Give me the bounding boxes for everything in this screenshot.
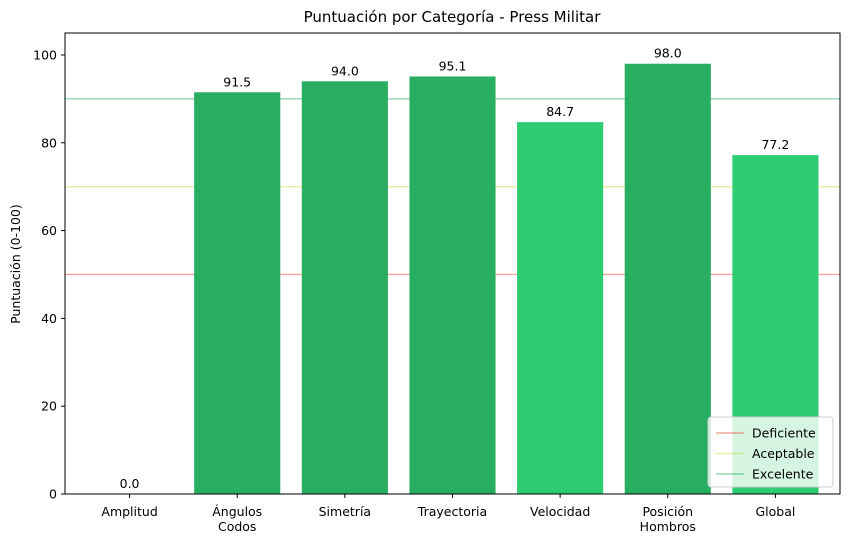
x-tick-label: Simetría bbox=[319, 504, 371, 519]
value-label: 95.1 bbox=[439, 58, 467, 73]
y-tick-label: 80 bbox=[41, 135, 57, 150]
value-label: 84.7 bbox=[546, 104, 574, 119]
bars bbox=[194, 63, 819, 495]
legend: Deficiente Aceptable Excelente bbox=[707, 416, 834, 488]
legend-label: Excelente bbox=[752, 467, 814, 482]
bar bbox=[517, 122, 604, 495]
x-tick-label: Ángulos bbox=[212, 504, 262, 519]
legend-box bbox=[707, 416, 834, 488]
plot-frame bbox=[64, 32, 841, 495]
bar bbox=[624, 63, 711, 494]
value-label: 0.0 bbox=[120, 476, 140, 491]
y-tick-label: 20 bbox=[41, 399, 57, 414]
x-tick-label: Hombros bbox=[640, 519, 696, 534]
y-axis: 0 20 40 60 80 100 bbox=[33, 47, 65, 502]
x-tick-label: Amplitud bbox=[101, 504, 157, 519]
value-labels: 0.0 91.5 94.0 95.1 84.7 98.0 77.2 bbox=[120, 46, 790, 491]
legend-label: Aceptable bbox=[752, 446, 815, 461]
bar bbox=[409, 76, 496, 495]
bar bbox=[194, 92, 281, 495]
x-tick-label: Codos bbox=[218, 519, 256, 534]
value-label: 91.5 bbox=[223, 74, 251, 89]
value-label: 94.0 bbox=[331, 63, 359, 78]
y-tick-label: 60 bbox=[41, 223, 57, 238]
value-label: 77.2 bbox=[761, 137, 789, 152]
legend-label: Deficiente bbox=[752, 426, 816, 441]
y-tick-label: 0 bbox=[49, 487, 57, 502]
y-tick-label: 40 bbox=[41, 311, 57, 326]
y-axis-label: Puntuación (0-100) bbox=[8, 204, 23, 324]
x-tick-label: Global bbox=[755, 504, 795, 519]
y-tick-label: 100 bbox=[33, 47, 57, 62]
bar bbox=[301, 81, 388, 495]
value-label: 98.0 bbox=[654, 46, 682, 61]
chart-title: Puntuación por Categoría - Press Militar bbox=[304, 8, 602, 26]
x-tick-label: Posición bbox=[642, 504, 693, 519]
x-tick-label: Velocidad bbox=[530, 504, 590, 519]
x-tick-label: Trayectoria bbox=[417, 504, 487, 519]
